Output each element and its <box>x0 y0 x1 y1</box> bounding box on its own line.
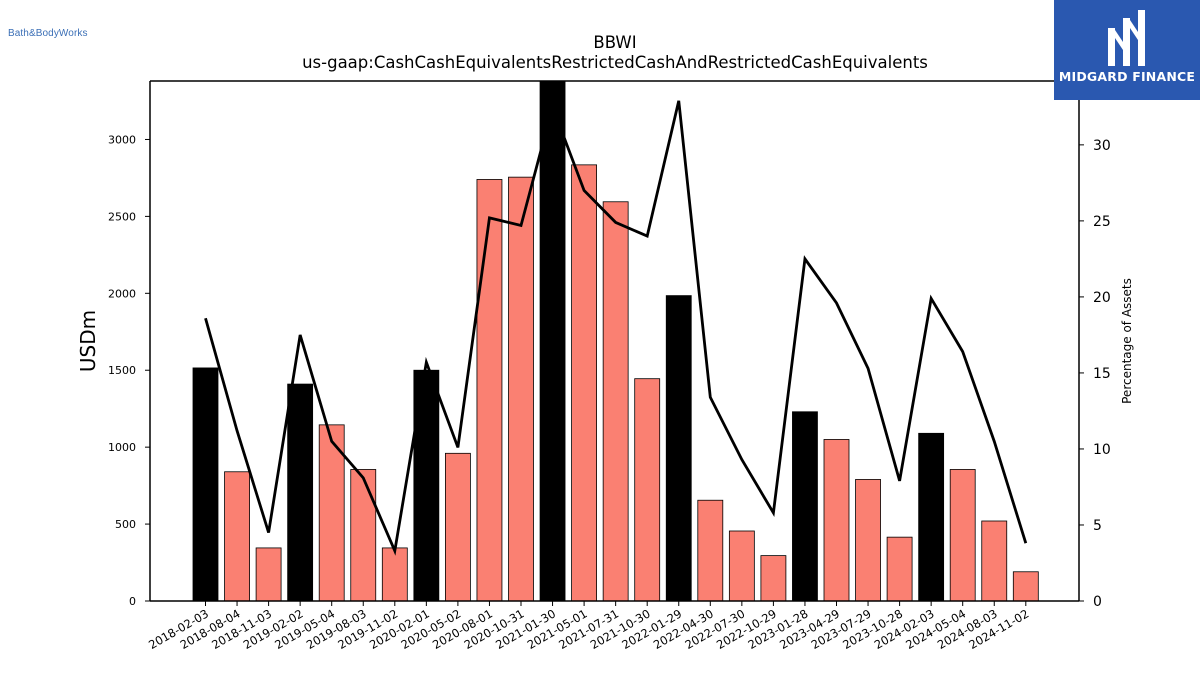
y-tick-label: 1500 <box>108 364 136 377</box>
bar-2019-05-04 <box>318 424 345 602</box>
bar-2021-07-31 <box>602 201 629 602</box>
y-tick-label: 2500 <box>108 210 136 223</box>
y2-tick-label: 25 <box>1093 214 1111 230</box>
bar-2021-05-01 <box>571 164 597 602</box>
chart-title: BBWI <box>593 33 636 52</box>
midgard-logo-text: MIDGARD FINANCE <box>1058 69 1196 84</box>
y2-tick-label: 15 <box>1093 366 1111 382</box>
y2-tick-label: 20 <box>1093 290 1111 306</box>
y2-tick-label: 5 <box>1093 518 1102 534</box>
bar-2024-05-04 <box>949 469 976 602</box>
y-tick-label: 2000 <box>108 287 136 300</box>
bath-body-works-logo: Bath&BodyWorks <box>8 28 88 39</box>
bar-2019-02-02 <box>287 383 314 602</box>
bar-2020-05-02 <box>444 452 471 602</box>
midgard-mark-icon <box>1108 10 1145 66</box>
bar-2024-11-02 <box>1012 571 1039 602</box>
bar-2019-11-02 <box>381 547 408 602</box>
bar-2024-08-03 <box>981 520 1008 602</box>
bar-2022-07-30 <box>728 530 755 602</box>
y-tick-label: 500 <box>115 518 136 531</box>
bar-2020-10-31 <box>508 176 534 602</box>
bar-2023-10-28 <box>886 536 913 602</box>
bar-2022-10-29 <box>760 555 787 602</box>
y-axis-label: USDm <box>76 310 100 372</box>
bar-2018-08-04 <box>224 471 250 602</box>
y2-axis-label: Percentage of Assets <box>1120 278 1134 404</box>
bar-2018-02-03 <box>192 367 219 602</box>
y-tick-label: 3000 <box>108 133 136 146</box>
chart-subtitle: us-gaap:CashCashEquivalentsRestrictedCas… <box>302 53 928 72</box>
percentage-line <box>204 100 1028 556</box>
y2-tick-label: 30 <box>1093 138 1111 154</box>
bar-2021-10-30 <box>634 378 661 602</box>
bar-2020-02-01 <box>413 369 440 602</box>
bar-2019-08-03 <box>350 469 377 602</box>
bar-2020-08-01 <box>476 179 503 602</box>
bar-2022-01-29 <box>665 295 692 602</box>
y2-tick-label: 0 <box>1093 594 1102 610</box>
midgard-finance-logo: MIDGARD FINANCE <box>1054 0 1200 100</box>
line-series <box>204 100 1028 556</box>
bar-series <box>192 80 1039 602</box>
y-tick-label: 1000 <box>108 441 136 454</box>
bar-2023-07-29 <box>855 479 881 602</box>
bar-2021-01-30 <box>539 80 566 602</box>
bar-2024-02-03 <box>918 432 945 602</box>
bar-2022-04-30 <box>697 499 724 602</box>
y-tick-label: 0 <box>129 595 136 608</box>
bar-2018-11-03 <box>255 547 282 602</box>
bar-2023-04-29 <box>823 439 850 602</box>
bar-2023-01-28 <box>792 411 818 602</box>
y2-tick-label: 10 <box>1093 442 1111 458</box>
